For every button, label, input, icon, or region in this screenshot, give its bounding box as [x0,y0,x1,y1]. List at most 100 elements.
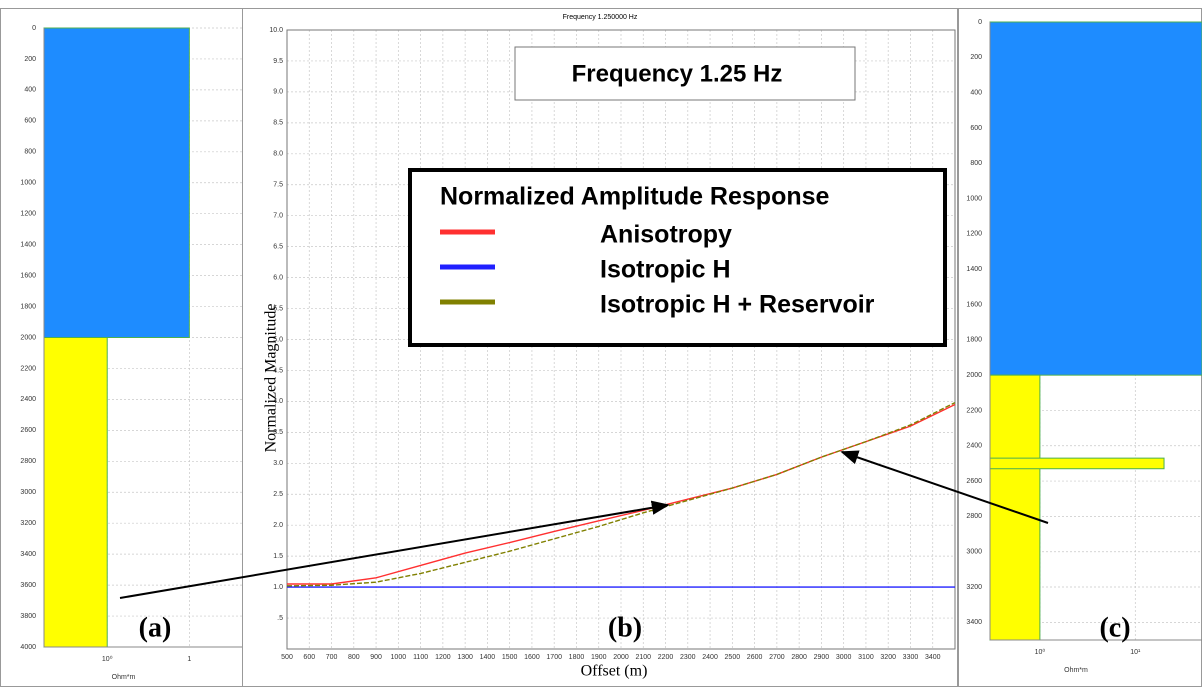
y-tick-label: 2800 [20,458,36,465]
x-tick-label: 2100 [635,654,651,661]
layer [43,337,108,648]
y-tick-label: .5 [277,615,283,622]
y-tick-label: 0 [978,19,982,26]
y-tick-label: 1000 [20,180,36,187]
y-tick-label: 10.0 [269,27,283,34]
y-tick-label: 3.0 [273,460,283,467]
panel-label: (c) [1099,612,1130,643]
x-tick-label: 2200 [658,654,674,661]
x-tick-label: 2600 [747,654,763,661]
x-tick-label: 1600 [524,654,540,661]
y-tick-label: 1200 [966,231,982,238]
y-tick-label: 3000 [20,489,36,496]
y-tick-label: 2000 [966,372,982,379]
x-tick-label: 2800 [791,654,807,661]
y-tick-label: 3800 [20,613,36,620]
y-tick-label: 9.5 [273,58,283,65]
x-tick-label: 600 [303,654,315,661]
x-tick-label: 900 [370,654,382,661]
x-tick-label: 10¹ [1130,649,1141,656]
y-tick-label: 2200 [20,365,36,372]
panel-label: (a) [139,612,172,643]
x-tick-label: 700 [326,654,338,661]
x-tick-label: 10⁰ [1035,648,1046,656]
x-tick-label: 800 [348,654,360,661]
x-tick-label: 2300 [680,654,696,661]
x-tick-label: 1000 [391,654,407,661]
x-tick-label: 1900 [591,654,607,661]
x-axis-label: Offset (m) [581,663,648,680]
x-tick-label: 1700 [546,654,562,661]
y-tick-label: 1600 [966,301,982,308]
x-tick-label: 1500 [502,654,518,661]
y-tick-label: 1800 [20,303,36,310]
x-tick-label: 3400 [925,654,941,661]
plot-frame [286,29,956,650]
x-tick-label: 1100 [413,654,428,661]
y-tick-label: 5.0 [273,336,283,343]
y-tick-label: 7.5 [273,182,283,189]
layer [989,21,1202,376]
x-tick-label: 2000 [613,654,629,661]
y-tick-label: 1600 [20,272,36,279]
x-tick-label: 10⁰ [102,655,113,663]
x-tick-label: 3300 [903,654,919,661]
y-tick-label: 2800 [966,513,982,520]
y-tick-label: 2400 [966,443,982,450]
arrows [119,450,1049,599]
y-tick-label: 800 [24,149,36,156]
x-tick-label: 500 [281,654,293,661]
y-tick-label: 3400 [20,551,36,558]
y-tick-label: 600 [970,125,982,132]
y-tick-label: 2.5 [273,491,283,498]
legend-label: Isotropic H + Reservoir [600,291,875,319]
y-tick-label: 4000 [20,644,36,651]
y-tick-label: 400 [24,87,36,94]
y-tick-label: 3600 [20,582,36,589]
y-tick-label: 1.0 [273,584,283,591]
layer [43,27,190,338]
series-line [286,402,956,587]
x-tick-label: 1800 [569,654,585,661]
y-tick-label: 8.5 [273,120,283,127]
y-tick-label: 2200 [966,407,982,414]
x-tick-label: 1400 [480,654,496,661]
y-tick-label: 5.5 [273,305,283,312]
arrow [840,450,1049,524]
y-tick-label: 4.0 [273,398,283,405]
legend-title: Normalized Amplitude Response [440,183,830,211]
panel [242,8,958,687]
y-tick-label: 9.0 [273,89,283,96]
y-tick-label: 7.0 [273,213,283,220]
x-tick-label: 3000 [836,654,852,661]
layer [989,374,1041,641]
y-tick-label: 200 [970,54,982,61]
x-axis-label: Ohm*m [112,674,136,681]
y-tick-label: 6.0 [273,274,283,281]
panel-label: (b) [608,612,642,643]
y-axis-label: Normalized Magnitude [263,304,280,453]
x-tick-label: 1 [187,656,191,663]
annotation: Frequency 1.25 Hz [572,60,783,87]
x-axis-label: Ohm*m [1064,667,1088,674]
y-tick-label: 600 [24,118,36,125]
y-tick-label: 2400 [20,396,36,403]
y-tick-label: 6.5 [273,243,283,250]
y-tick-label: 800 [970,160,982,167]
chart-title: Frequency 1.250000 Hz [563,14,638,21]
x-tick-label: 1300 [457,654,473,661]
annotation-box [514,46,856,101]
y-tick-label: 3400 [966,619,982,626]
y-tick-label: 1.5 [273,553,283,560]
y-tick-label: 3.5 [273,429,283,436]
y-tick-label: 4.5 [273,367,283,374]
y-tick-label: 1400 [966,266,982,273]
x-tick-label: 2700 [769,654,785,661]
y-tick-label: 2000 [20,334,36,341]
legend-label: Isotropic H [600,256,731,284]
y-tick-label: 1400 [20,241,36,248]
legend-label: Anisotropy [600,221,732,249]
y-tick-label: 0 [32,25,36,32]
y-tick-label: 200 [24,56,36,63]
